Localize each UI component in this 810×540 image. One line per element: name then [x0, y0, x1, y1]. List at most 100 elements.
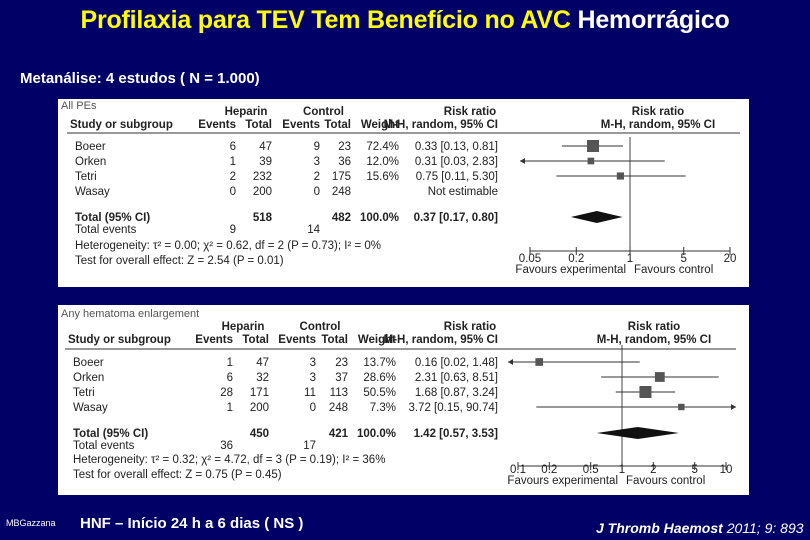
study-point — [535, 358, 544, 366]
column-header-events-control: Events — [278, 334, 316, 346]
group-header-heparin: Heparin — [225, 106, 268, 118]
x-axis-tick-label: 0.2 — [568, 253, 584, 265]
study-weight: 15.6% — [366, 171, 399, 183]
study-events-heparin: 6 — [227, 372, 233, 384]
slide-title-emphasis: Hemorrágico — [577, 6, 730, 34]
study-total-heparin: 200 — [250, 402, 269, 414]
pooled-estimate-diamond — [570, 211, 623, 223]
study-events-control: 11 — [304, 387, 316, 399]
study-total-control: 23 — [335, 357, 348, 369]
study-events-heparin: 2 — [230, 171, 236, 183]
study-ci-text: 0.16 [0.02, 1.48] — [415, 357, 498, 369]
column-header-rr-method: M-H, random, 95% CI — [384, 119, 498, 131]
study-events-control: 3 — [310, 357, 316, 369]
study-total-control: 248 — [329, 402, 348, 414]
study-weight: 28.6% — [363, 372, 396, 384]
study-point — [616, 172, 624, 180]
total-heparin: 450 — [250, 428, 269, 440]
study-events-heparin: 6 — [230, 141, 236, 153]
column-header-events-heparin: Events — [195, 334, 233, 346]
study-events-control: 3 — [314, 156, 320, 168]
study-total-control: 23 — [338, 141, 351, 153]
study-name: Boeer — [75, 141, 106, 153]
author-credit: MBGazzana — [6, 518, 56, 528]
group-header-control: Control — [300, 321, 341, 333]
forest-plot-hematoma-enlargement: Any hematoma enlargement Heparin Control Ri… — [58, 305, 749, 495]
study-name: Wasay — [73, 402, 108, 414]
study-ci-arrow-right — [731, 404, 736, 410]
study-point — [654, 372, 665, 382]
total-control: 482 — [332, 212, 351, 224]
group-header-control: Control — [303, 106, 344, 118]
x-axis-tick-label: 5 — [691, 464, 697, 476]
x-axis-tick-label: 0.1 — [510, 464, 526, 476]
study-total-heparin: 39 — [259, 156, 272, 168]
study-ci-text: 1.68 [0.87, 3.24] — [415, 387, 498, 399]
study-name: Orken — [75, 156, 106, 168]
x-axis-tick-label: 0.05 — [519, 253, 541, 265]
study-total-heparin: 47 — [259, 141, 272, 153]
total-label: Total (95% CI) — [75, 212, 150, 224]
study-name: Tetri — [73, 387, 95, 399]
heterogeneity-text: Heterogeneity: τ² = 0.32; χ² = 4.72, df … — [73, 454, 385, 466]
slide-title-main: Profilaxia para TEV Tem Benefício no AVC — [80, 6, 571, 34]
plot-header-rr-method: M-H, random, 95% CI — [597, 334, 711, 346]
overall-effect-text: Test for overall effect: Z = 0.75 (P = 0… — [73, 469, 282, 481]
study-total-control: 37 — [335, 372, 348, 384]
column-header-total-heparin: Total — [245, 119, 272, 131]
plot-header-rr-method: M-H, random, 95% CI — [601, 119, 715, 131]
treatment-note: HNF – Início 24 h a 6 dias ( NS ) — [80, 515, 304, 532]
column-header-study: Study or subgroup — [68, 334, 171, 346]
pooled-estimate-diamond — [596, 427, 679, 439]
x-axis-tick-label: 2 — [650, 464, 656, 476]
x-axis-tick-label: 1 — [627, 253, 633, 265]
study-events-heparin: 0 — [230, 186, 236, 198]
total-ci-text: 1.42 [0.57, 3.53] — [414, 428, 499, 440]
total-weight: 100.0% — [360, 212, 399, 224]
study-ci-text: Not estimable — [428, 186, 498, 198]
forest-plot-svg-all-pes: All PEs Heparin Control Risk ratio Risk rati… — [61, 100, 740, 276]
total-weight: 100.0% — [357, 428, 396, 440]
study-events-control: 9 — [314, 141, 320, 153]
study-total-control: 175 — [332, 171, 351, 183]
study-ci-text: 0.31 [0.03, 2.83] — [415, 156, 498, 168]
study-total-heparin: 32 — [256, 372, 269, 384]
study-weight: 50.5% — [363, 387, 396, 399]
slide-title: Profilaxia para TEV Tem Benefício no AVC… — [0, 6, 810, 35]
column-header-weight: Weight — [361, 119, 399, 131]
study-total-heparin: 200 — [253, 186, 272, 198]
forest-plot-svg-hematoma: Any hematoma enlargement Heparin Control Ri… — [61, 308, 736, 487]
rr-header-left: Risk ratio — [444, 106, 496, 118]
x-axis-tick-label: 0.2 — [541, 464, 557, 476]
study-ci-text: 2.31 [0.63, 8.51] — [415, 372, 498, 384]
study-total-control: 248 — [332, 186, 351, 198]
study-ci-text: 0.75 [0.11, 5.30] — [416, 171, 498, 183]
total-events-heparin: 9 — [230, 224, 236, 236]
study-total-heparin: 171 — [250, 387, 269, 399]
study-ci-text: 3.72 [0.15, 90.74] — [408, 402, 498, 414]
column-header-events-control: Events — [282, 119, 320, 131]
study-name: Wasay — [75, 186, 110, 198]
study-events-heparin: 1 — [230, 156, 236, 168]
journal-reference: J Thromb Haemost 2011; 9: 893 — [596, 520, 804, 536]
rr-header-right: Risk ratio — [628, 321, 680, 333]
panel-label: Any hematoma enlargement — [61, 308, 199, 320]
total-heparin: 518 — [253, 212, 273, 224]
x-axis-tick-label: 10 — [720, 464, 733, 476]
favours-control-label: Favours control — [634, 264, 713, 276]
study-point — [678, 403, 685, 411]
study-weight: 13.7% — [363, 357, 396, 369]
study-weight: 72.4% — [366, 141, 399, 153]
study-events-control: 0 — [310, 402, 316, 414]
x-axis-tick-label: 20 — [724, 253, 737, 265]
group-header-heparin: Heparin — [222, 321, 265, 333]
favours-experimental-label: Favours experimental — [507, 475, 618, 487]
journal-citation: 2011; 9: 893 — [722, 520, 804, 536]
total-label: Total (95% CI) — [73, 428, 148, 440]
study-events-control: 0 — [314, 186, 320, 198]
rr-header-right: Risk ratio — [632, 106, 684, 118]
favours-experimental-label: Favours experimental — [515, 264, 626, 276]
column-header-events-heparin: Events — [198, 119, 236, 131]
x-axis-tick-label: 0.5 — [583, 464, 599, 476]
study-weight: 12.0% — [366, 156, 399, 168]
